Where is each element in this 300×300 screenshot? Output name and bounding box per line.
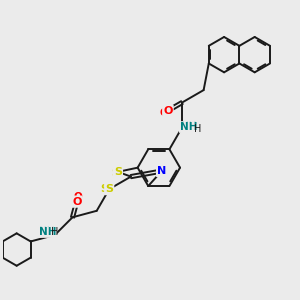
Text: S: S (114, 167, 122, 177)
Text: NH: NH (39, 226, 54, 236)
Text: NH: NH (181, 121, 196, 131)
Text: H: H (51, 227, 59, 237)
Text: O: O (74, 192, 82, 203)
Text: H: H (194, 124, 201, 134)
Text: N: N (158, 166, 166, 176)
Text: NH: NH (180, 122, 197, 132)
Text: N: N (157, 166, 166, 176)
Text: O: O (160, 108, 169, 118)
Text: O: O (72, 196, 81, 207)
Text: S: S (111, 168, 118, 178)
Text: NH: NH (39, 227, 56, 237)
Text: S: S (100, 184, 108, 194)
Text: S: S (105, 184, 113, 194)
Text: O: O (163, 106, 172, 116)
